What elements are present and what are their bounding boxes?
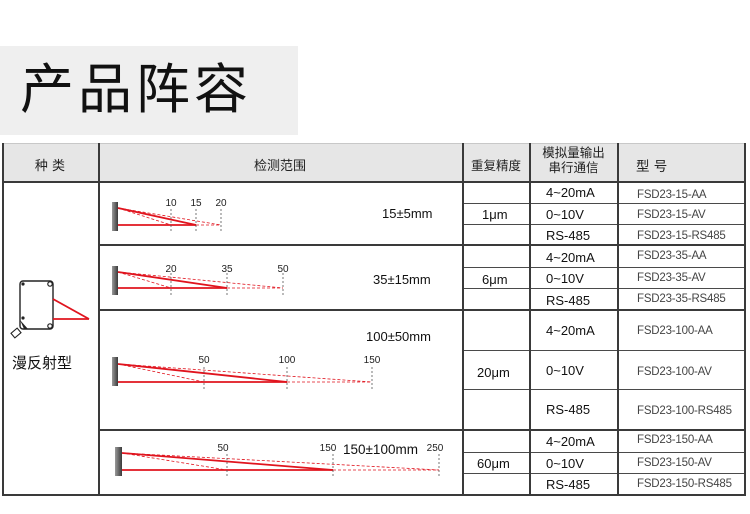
range-diagram [112,202,222,231]
output-type: 4~20mA [546,250,595,265]
grid-line [98,143,100,495]
repeatability: 20μm [477,365,510,380]
model-number: FSD23-15-RS485 [637,230,726,242]
tick-label: 250 [426,443,444,454]
header-model: 型 号 [636,159,668,175]
repeatability: 6μm [482,272,508,287]
grid-line [2,143,746,144]
grid-line [529,143,531,495]
range-diagram [112,357,373,389]
grid-line [462,350,746,351]
grid-line [462,452,746,453]
tick-label: 100 [278,355,296,366]
grid-line [744,143,746,495]
detection-range: 35±15mm [373,272,431,287]
grid-line [462,224,746,225]
grid-line [617,143,619,495]
tick-label: 20 [165,264,177,275]
model-number: FSD23-150-AV [637,457,712,469]
output-type: RS-485 [546,402,591,417]
model-number: FSD23-150-AA [637,434,713,446]
detection-range: 100±50mm [366,329,431,344]
tick-label: 150 [319,443,337,454]
output-type: RS-485 [546,228,591,243]
header-range: 检测范围 [253,159,306,174]
table-header-background [2,143,746,182]
output-type: RS-485 [546,477,591,492]
title-banner [0,46,298,135]
grid-line [2,143,4,495]
model-number: FSD23-150-RS485 [637,478,732,490]
sensor-icon [10,280,90,339]
output-type: 4~20mA [546,185,595,200]
model-number: FSD23-15-AA [637,189,707,201]
grid-line [462,389,746,390]
header-output-line1: 模拟量输出 [542,145,605,160]
tick-label: 35 [221,264,233,275]
grid-line [462,267,746,268]
range-diagram [112,266,284,295]
output-type: RS-485 [546,293,591,308]
page-title: 产品阵容 [20,58,252,121]
tick-label: 50 [198,355,210,366]
grid-line [462,203,746,204]
model-number: FSD23-35-RS485 [637,293,726,305]
model-number: FSD23-100-AA [637,325,713,337]
grid-line [98,429,746,431]
grid-line [2,181,746,183]
output-type: 0~10V [546,456,584,471]
grid-line [462,288,746,289]
range-diagram [115,447,440,476]
repeatability: 1μm [482,207,508,222]
model-number: FSD23-35-AA [637,250,707,262]
type-label-diffuse-reflection: 漫反射型 [12,354,73,372]
grid-line [2,494,746,496]
repeatability: 60μm [477,456,510,471]
detection-range: 150±100mm [343,442,418,457]
model-number: FSD23-15-AV [637,209,706,221]
output-type: 0~10V [546,207,584,222]
tick-label: 10 [165,198,177,209]
tick-label: 150 [363,355,381,366]
header-output-line2: 串行通信 [548,160,599,175]
model-number: FSD23-100-AV [637,366,712,378]
model-number: FSD23-35-AV [637,272,706,284]
tick-label: 50 [277,264,289,275]
grid-line [98,309,746,311]
tick-label: 15 [190,198,202,209]
grid-line [98,244,746,246]
model-number: FSD23-100-RS485 [637,405,732,417]
tick-label: 20 [215,198,227,209]
output-type: 0~10V [546,271,584,286]
detection-range: 15±5mm [382,206,433,221]
output-type: 0~10V [546,363,584,378]
output-type: 4~20mA [546,323,595,338]
header-repeatability: 重复精度 [470,158,521,173]
header-type: 种 类 [34,159,66,174]
tick-label: 50 [217,443,229,454]
output-type: 4~20mA [546,434,595,449]
grid-line [462,143,464,495]
grid-line [462,473,746,474]
